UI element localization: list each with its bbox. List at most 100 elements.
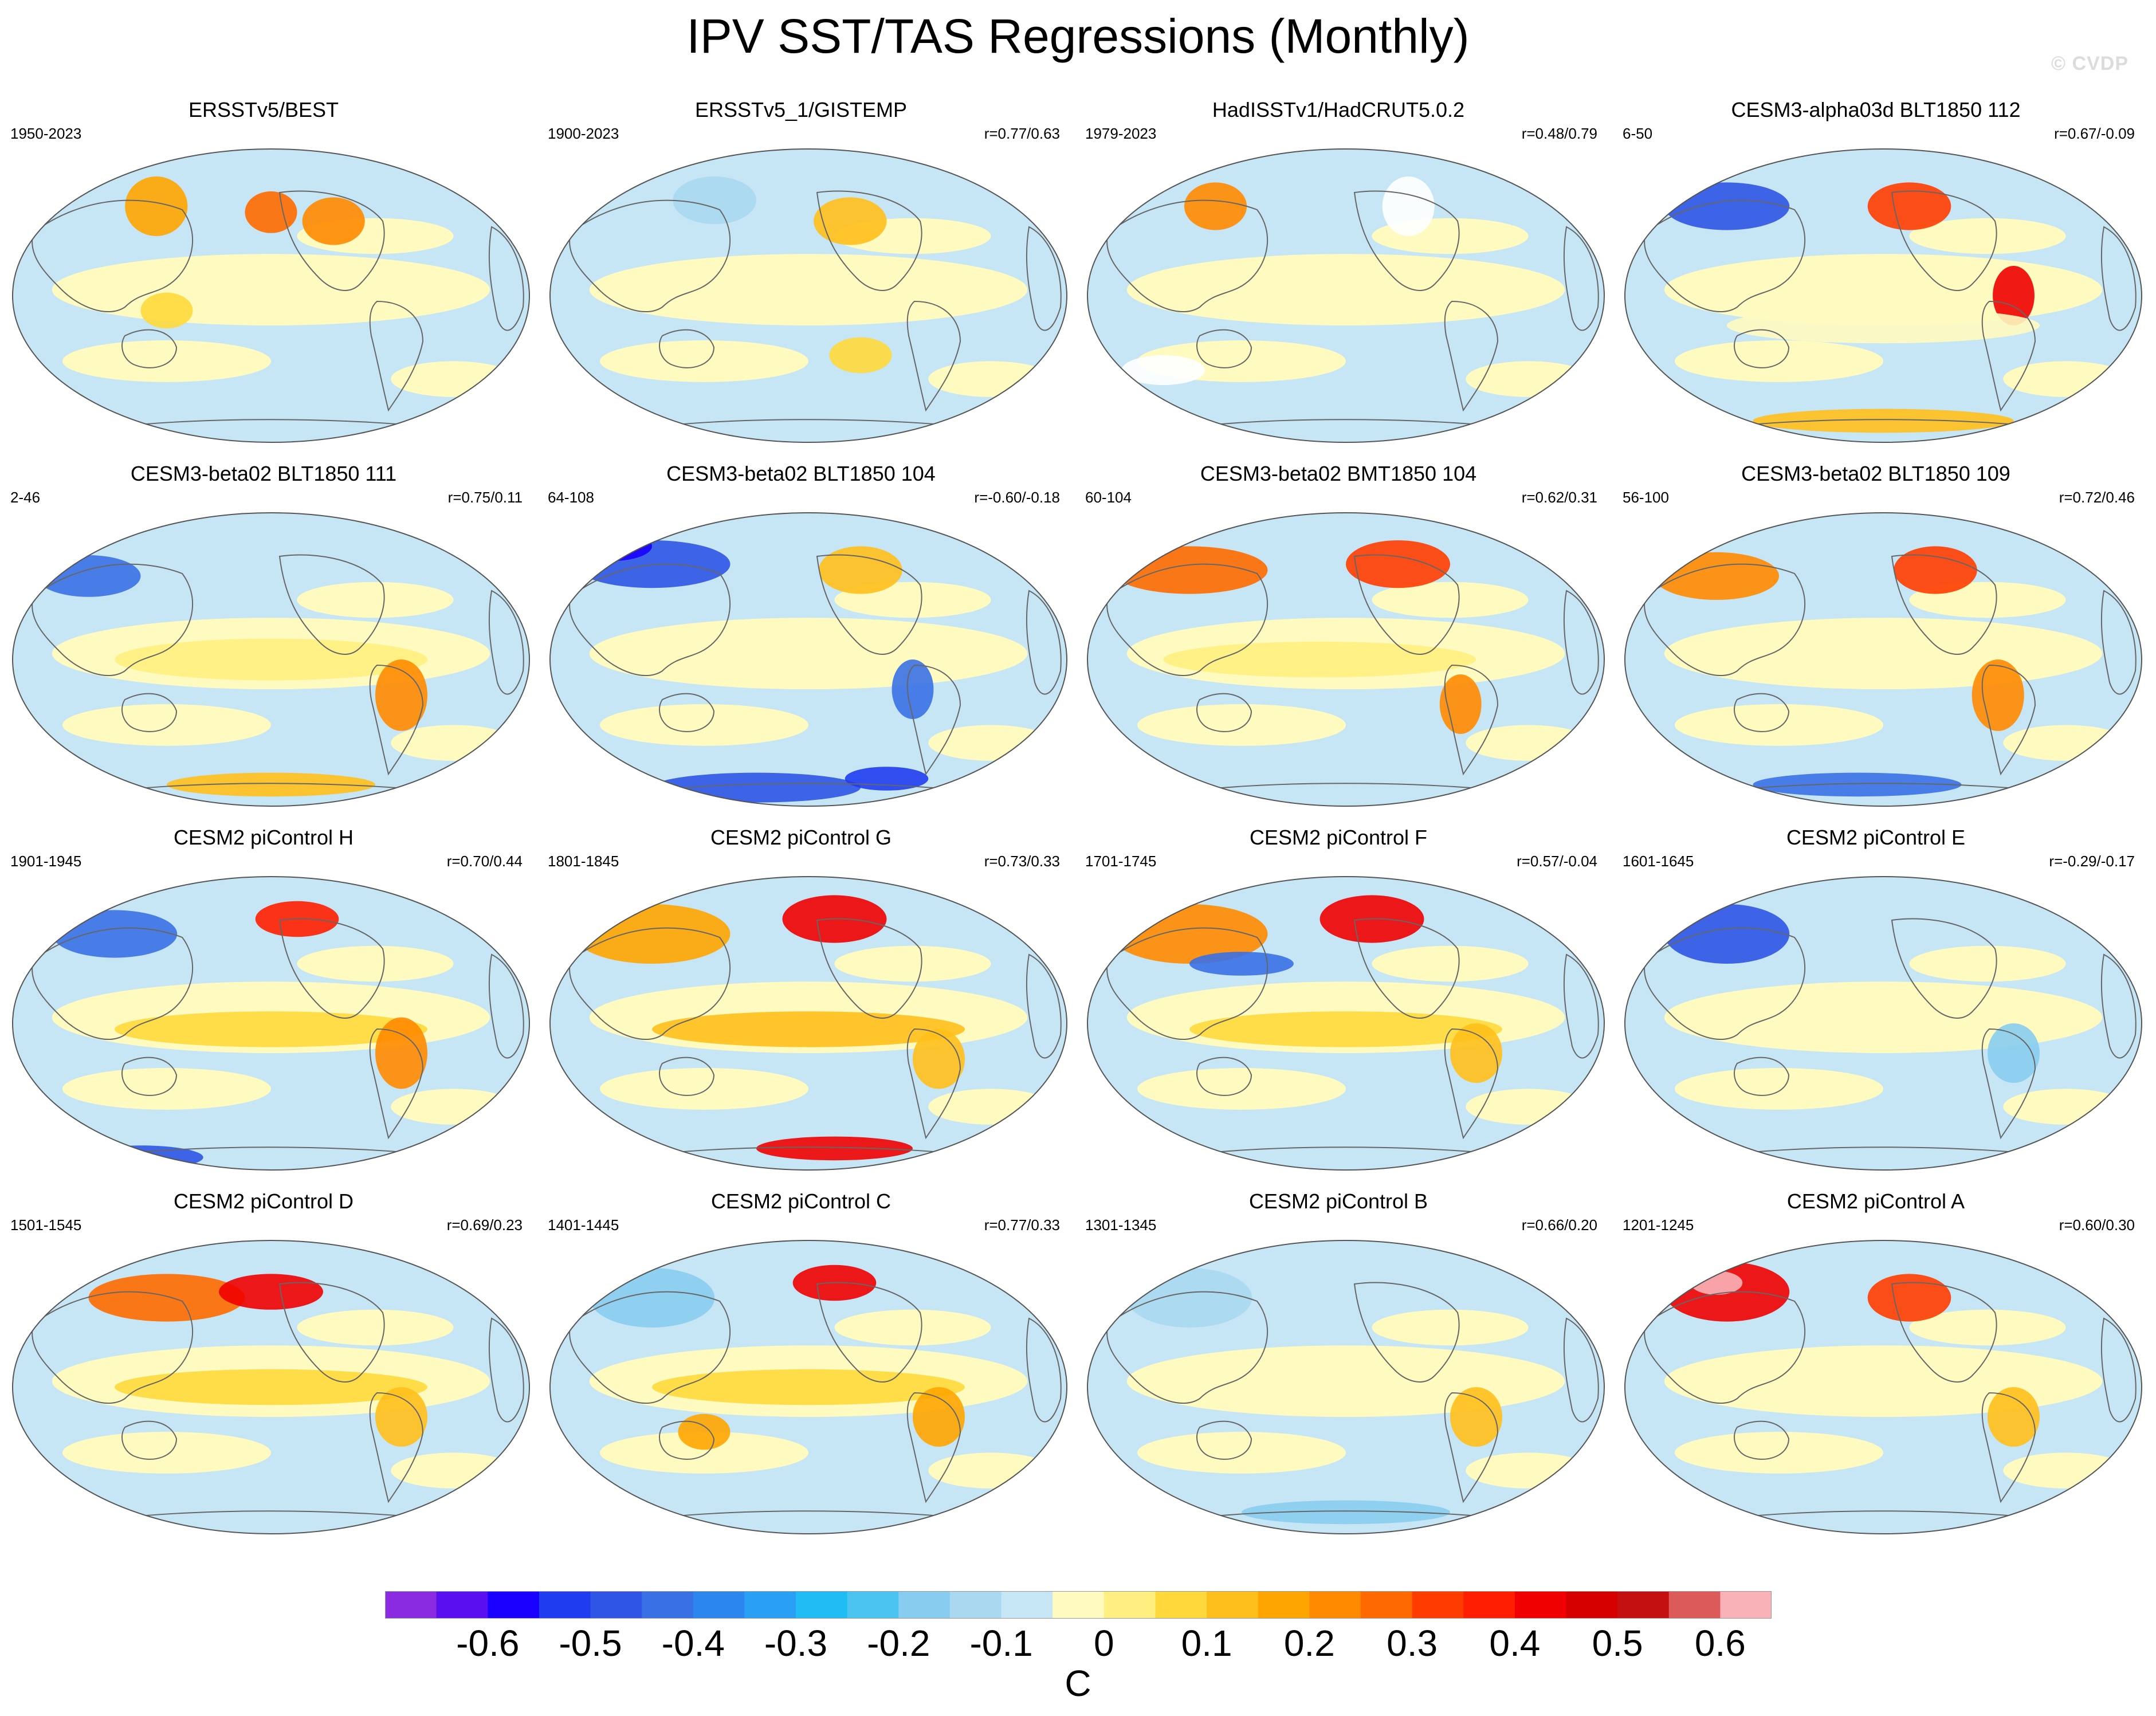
anomaly-blob xyxy=(892,659,934,719)
coastline xyxy=(659,1420,715,1460)
anomaly-blob xyxy=(1753,409,2014,433)
anomaly-blob xyxy=(1894,546,1977,594)
map-border xyxy=(1624,876,2142,1171)
map-border xyxy=(549,876,1067,1171)
colorbar-swatch xyxy=(1207,1591,1259,1619)
anomaly-blob xyxy=(1163,262,1476,299)
panel-correlation: r=0.48/0.79 xyxy=(1521,125,1597,142)
coastline xyxy=(488,590,524,695)
coastline xyxy=(906,1028,961,1140)
robinson-map xyxy=(1624,876,2142,1171)
coastline xyxy=(1734,1420,1790,1460)
map-panel: HadISSTv1/HadCRUT5.0.2 1979-2023 r=0.48/0.… xyxy=(1075,97,1605,453)
colorbar-swatch xyxy=(847,1591,899,1619)
robinson-map xyxy=(1087,512,1605,807)
coastline xyxy=(278,190,385,291)
colorbar-tick-label: 0.4 xyxy=(1489,1623,1541,1664)
anomaly-blob xyxy=(1988,1023,2040,1083)
map-panel: ERSSTv5_1/GISTEMP 1900-2023 r=0.77/0.63 xyxy=(537,97,1067,453)
coastline xyxy=(569,199,731,312)
anomaly-blob xyxy=(115,638,427,681)
robinson-map xyxy=(1087,876,1605,1171)
panel-correlation: r=-0.60/-0.18 xyxy=(974,489,1060,506)
coastline xyxy=(121,1057,178,1096)
coastline xyxy=(32,927,194,1040)
anomaly-blob xyxy=(1121,355,1205,385)
anomaly-band xyxy=(1664,254,2103,325)
map-border xyxy=(549,148,1067,443)
robinson-map xyxy=(549,1240,1067,1534)
coastline xyxy=(369,1028,424,1140)
anomaly-band xyxy=(1664,618,2103,689)
panel-title: ERSSTv5_1/GISTEMP xyxy=(694,98,908,121)
coastline xyxy=(906,1392,961,1503)
map-panel: CESM2 piControl H 1901-1945 r=0.70/0.44 xyxy=(0,825,530,1180)
anomaly-blob xyxy=(1753,772,1962,797)
coastline xyxy=(1444,300,1499,412)
map-border xyxy=(12,876,530,1171)
colorbar-swatch xyxy=(796,1591,848,1619)
anomaly-blob xyxy=(673,176,756,225)
coastline xyxy=(1106,199,1269,312)
panel-correlation: r=0.60/0.30 xyxy=(2059,1216,2135,1234)
map-border xyxy=(549,1240,1067,1534)
coastline xyxy=(659,1057,715,1096)
anomaly-blob xyxy=(125,176,188,236)
coastline xyxy=(569,563,731,676)
coastline xyxy=(1644,199,1806,312)
panel-period: 1950-2023 xyxy=(10,125,82,142)
coastline xyxy=(488,226,524,331)
panel-correlation: r=0.57/-0.04 xyxy=(1517,853,1597,870)
colorbar-swatch xyxy=(1103,1591,1156,1619)
anomaly-blob xyxy=(115,1369,427,1405)
colorbar-swatch xyxy=(385,1591,437,1619)
colorbar-tick-label: -0.5 xyxy=(559,1623,622,1664)
panel-correlation: r=0.66/0.20 xyxy=(1521,1216,1597,1234)
map-panel: CESM2 piControl D 1501-1545 r=0.69/0.23 xyxy=(0,1189,530,1544)
coastline xyxy=(1444,1392,1499,1503)
coastline xyxy=(369,300,424,412)
anomaly-blob xyxy=(1439,674,1482,734)
anomaly-band xyxy=(62,704,271,746)
colorbar-swatch xyxy=(642,1591,694,1619)
colorbar-swatch xyxy=(693,1591,745,1619)
colorbar-swatch xyxy=(436,1591,488,1619)
coastline xyxy=(1353,1282,1460,1383)
colorbar-tick-label: 0.1 xyxy=(1181,1623,1232,1664)
map-border xyxy=(12,148,530,443)
colorbar-swatch xyxy=(949,1591,1002,1619)
coastline xyxy=(569,1291,731,1404)
colorbar-swatch xyxy=(1668,1591,1721,1619)
anomaly-blob xyxy=(913,1387,965,1447)
anomaly-blob xyxy=(375,659,427,731)
panel-title: CESM2 piControl C xyxy=(710,1189,892,1213)
coastline xyxy=(1891,918,1997,1019)
anomaly-blob xyxy=(1163,641,1476,678)
panel-correlation: r=0.62/0.31 xyxy=(1521,489,1597,506)
anomaly-band xyxy=(62,1432,271,1474)
anomaly-blob xyxy=(1242,1500,1450,1525)
colorbar-tick-label: -0.6 xyxy=(456,1623,520,1664)
anomaly-blob xyxy=(167,772,375,797)
anomaly-blob xyxy=(219,1274,323,1310)
panel-title: CESM3-beta02 BMT1850 104 xyxy=(1200,462,1477,485)
cvdp-watermark: © CVDP xyxy=(2051,53,2128,74)
robinson-map xyxy=(12,512,530,807)
colorbar-frame xyxy=(385,1591,1772,1619)
coastline xyxy=(659,693,715,732)
colorbar-tick-label: -0.2 xyxy=(867,1623,930,1664)
coastline xyxy=(121,329,178,368)
anomaly-band xyxy=(297,582,454,618)
colorbar-swatch xyxy=(898,1591,951,1619)
panel-title: CESM2 piControl F xyxy=(1249,826,1428,849)
coastline xyxy=(2100,226,2137,331)
anomaly-band xyxy=(1909,945,2066,982)
anomaly-blob xyxy=(245,191,297,233)
colorbar-swatch xyxy=(590,1591,642,1619)
coastline xyxy=(1353,190,1460,291)
panel-correlation: r=-0.29/-0.17 xyxy=(2049,853,2135,870)
map-panel: CESM2 piControl C 1401-1445 r=0.77/0.33 xyxy=(537,1189,1067,1544)
colorbar-tick-label: -0.3 xyxy=(764,1623,828,1664)
anomaly-blob xyxy=(1988,1387,2040,1447)
coastline xyxy=(1644,1291,1806,1404)
